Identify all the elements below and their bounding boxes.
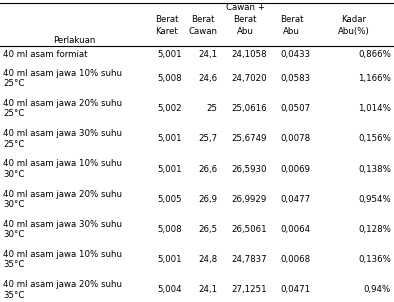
Text: 0,0583: 0,0583 <box>280 74 310 83</box>
Text: 5,004: 5,004 <box>157 285 182 294</box>
Text: 24,1: 24,1 <box>198 285 217 294</box>
Text: Berat: Berat <box>191 15 215 24</box>
Text: 5,001: 5,001 <box>157 255 182 264</box>
Text: Perlakuan: Perlakuan <box>53 36 95 45</box>
Text: 0,136%: 0,136% <box>358 255 391 264</box>
Text: Cawan: Cawan <box>188 27 217 36</box>
Text: 25: 25 <box>206 104 217 113</box>
Text: 24,8: 24,8 <box>198 255 217 264</box>
Text: 27,1251: 27,1251 <box>231 285 267 294</box>
Text: 26,5061: 26,5061 <box>231 225 267 234</box>
Text: 24,7020: 24,7020 <box>231 74 267 83</box>
Text: 24,7837: 24,7837 <box>231 255 267 264</box>
Text: Abu: Abu <box>283 27 300 36</box>
Text: 0,0064: 0,0064 <box>280 225 310 234</box>
Text: 40 ml asam jawa 30% suhu
30°C: 40 ml asam jawa 30% suhu 30°C <box>3 220 122 239</box>
Text: 0,156%: 0,156% <box>358 134 391 143</box>
Text: Berat: Berat <box>155 15 178 24</box>
Text: 40 ml asam formiat: 40 ml asam formiat <box>3 50 87 59</box>
Text: 40 ml asam jawa 20% suhu
30°C: 40 ml asam jawa 20% suhu 30°C <box>3 190 122 209</box>
Text: 0,0078: 0,0078 <box>280 134 310 143</box>
Text: Abu(%): Abu(%) <box>338 27 370 36</box>
Text: 25,0616: 25,0616 <box>231 104 267 113</box>
Text: 24,6: 24,6 <box>198 74 217 83</box>
Text: 5,001: 5,001 <box>157 134 182 143</box>
Text: 40 ml asam jawa 10% suhu
35°C: 40 ml asam jawa 10% suhu 35°C <box>3 250 122 269</box>
Text: 40 ml asam jawa 30% suhu
25°C: 40 ml asam jawa 30% suhu 25°C <box>3 129 122 149</box>
Text: 40 ml asam jawa 20% suhu
35°C: 40 ml asam jawa 20% suhu 35°C <box>3 280 122 300</box>
Text: 26,9: 26,9 <box>199 195 217 204</box>
Text: 0,138%: 0,138% <box>358 165 391 174</box>
Text: 0,866%: 0,866% <box>358 50 391 59</box>
Text: 0,94%: 0,94% <box>364 285 391 294</box>
Text: 5,001: 5,001 <box>157 50 182 59</box>
Text: 0,0507: 0,0507 <box>280 104 310 113</box>
Text: 0,954%: 0,954% <box>358 195 391 204</box>
Text: 26,5: 26,5 <box>198 225 217 234</box>
Text: Kadar: Kadar <box>341 15 366 24</box>
Text: 0,0471: 0,0471 <box>280 285 310 294</box>
Text: 0,0068: 0,0068 <box>280 255 310 264</box>
Text: 40 ml asam jawa 10% suhu
30°C: 40 ml asam jawa 10% suhu 30°C <box>3 159 122 179</box>
Text: Abu: Abu <box>237 27 254 36</box>
Text: 26,5930: 26,5930 <box>231 165 267 174</box>
Text: 5,001: 5,001 <box>157 165 182 174</box>
Text: 40 ml asam jawa 10% suhu
25°C: 40 ml asam jawa 10% suhu 25°C <box>3 69 122 88</box>
Text: 5,002: 5,002 <box>157 104 182 113</box>
Text: Berat: Berat <box>280 15 303 24</box>
Text: 25,6749: 25,6749 <box>231 134 267 143</box>
Text: 24,1: 24,1 <box>198 50 217 59</box>
Text: 1,014%: 1,014% <box>358 104 391 113</box>
Text: 26,6: 26,6 <box>198 165 217 174</box>
Text: 40 ml asam jawa 20% suhu
25°C: 40 ml asam jawa 20% suhu 25°C <box>3 99 122 118</box>
Text: 5,005: 5,005 <box>157 195 182 204</box>
Text: Berat: Berat <box>234 15 257 24</box>
Text: Cawan +: Cawan + <box>226 3 265 12</box>
Text: 0,0477: 0,0477 <box>280 195 310 204</box>
Text: 0,128%: 0,128% <box>358 225 391 234</box>
Text: 5,008: 5,008 <box>157 74 182 83</box>
Text: 0,0069: 0,0069 <box>280 165 310 174</box>
Text: 25,7: 25,7 <box>198 134 217 143</box>
Text: Karet: Karet <box>155 27 178 36</box>
Text: 0,0433: 0,0433 <box>280 50 310 59</box>
Text: 5,008: 5,008 <box>157 225 182 234</box>
Text: 26,9929: 26,9929 <box>232 195 267 204</box>
Text: 24,1058: 24,1058 <box>231 50 267 59</box>
Text: 1,166%: 1,166% <box>358 74 391 83</box>
